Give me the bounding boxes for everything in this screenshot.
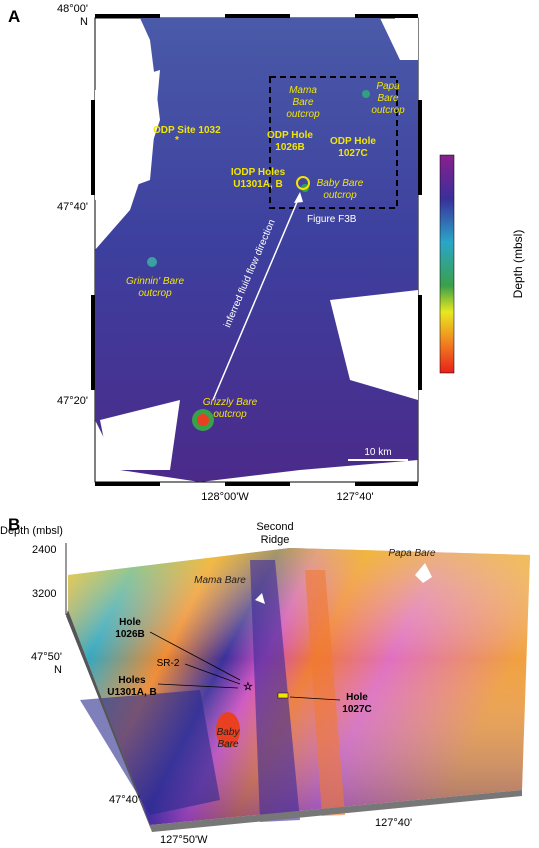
depth-tick: 2400 — [32, 544, 56, 556]
hole-label: 1026B — [115, 629, 144, 640]
hole-label: SR-2 — [157, 658, 180, 669]
hole-label: ODP Hole — [330, 136, 376, 147]
outcrop-label: outcrop — [323, 190, 357, 201]
relief-3d — [66, 548, 530, 832]
lon-label: 127°50'W — [160, 834, 208, 846]
outcrop-label: Bare — [292, 97, 314, 108]
depth-tick: 3200 — [32, 588, 56, 600]
feature-label: Bare — [217, 739, 239, 750]
iodp-site — [296, 176, 310, 190]
lat-label: 47°50' — [31, 651, 62, 663]
depth-label: Depth (mbsl) — [0, 525, 63, 537]
north-label: N — [80, 16, 88, 28]
feature-label: Mama Bare — [194, 575, 246, 586]
hole-label: Hole — [119, 617, 141, 628]
panel-label: A — [8, 7, 20, 26]
outcrop-label: Bare — [377, 93, 399, 104]
lon-label: 128°00'W — [201, 491, 249, 503]
outcrop-label: outcrop — [371, 105, 405, 116]
hole-label: ODP Hole — [267, 130, 313, 141]
bathymetry — [95, 18, 418, 482]
lon-label: 127°40' — [336, 491, 373, 503]
hole-label: 1027C — [338, 148, 367, 159]
arrow-head — [294, 192, 303, 203]
box-label: Figure F3B — [307, 214, 357, 225]
lat-label: 48°00' — [57, 3, 88, 15]
lat-label: 47°40' — [109, 794, 140, 806]
hole-label: U1301A, B — [107, 687, 156, 698]
leader-lines — [65, 543, 341, 701]
colorbar-label: Depth (mbsl) — [511, 230, 525, 299]
outcrop-label: Papa — [376, 81, 400, 92]
frame-ticks — [91, 14, 422, 486]
hole-label: 1027C — [342, 704, 371, 715]
lat-label: 47°40' — [57, 201, 88, 213]
feature-label: Ridge — [261, 534, 290, 546]
lat-label: 47°20' — [57, 395, 88, 407]
outcrop-label: Mama — [289, 85, 317, 96]
feature-label: Baby — [217, 727, 241, 738]
hole-label: IODP Holes — [231, 167, 286, 178]
outcrop-label: Grizzly Bare — [203, 397, 258, 408]
hole-label: 1026B — [275, 142, 304, 153]
colorbar-ramp — [439, 154, 455, 374]
north-label: N — [54, 664, 62, 676]
colorbar: Depth (mbsl) — [439, 154, 525, 374]
panel-label: B — [8, 515, 20, 534]
hole-label: Holes — [118, 675, 146, 686]
outcrop-label: outcrop — [213, 409, 247, 420]
site-label: ODP Site 1032 — [153, 125, 221, 136]
flow-arrow — [212, 194, 301, 401]
outcrop-label: outcrop — [138, 288, 172, 299]
hole-label: U1301A, B — [233, 179, 282, 190]
hole-label: Hole — [346, 692, 368, 703]
lon-label: 127°40' — [375, 817, 412, 829]
outcrop-label: outcrop — [286, 109, 320, 120]
feature-label: Papa Bare — [388, 548, 436, 559]
site-star: * — [175, 135, 179, 146]
feature-label: Second — [256, 521, 293, 533]
inset-box — [269, 76, 398, 209]
site-marker: ☆ — [243, 681, 253, 693]
scale-label: 10 km — [364, 447, 391, 458]
outcrop-label: Grinnin' Bare — [126, 276, 184, 287]
outcrop-label: Baby Bare — [317, 178, 364, 189]
